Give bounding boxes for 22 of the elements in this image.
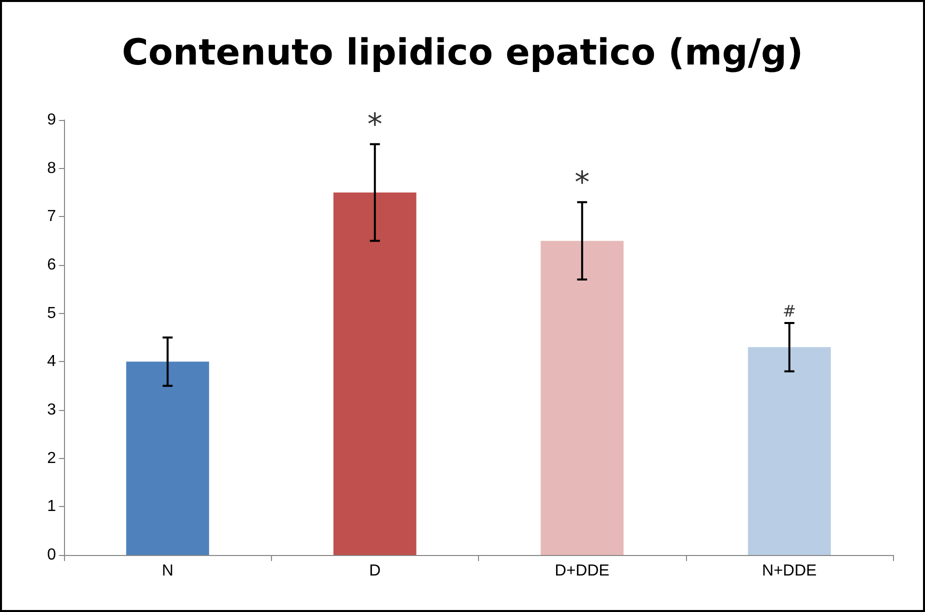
x-tick-label: D [369,562,381,580]
x-tick-label: N+DDE [762,562,817,580]
y-tick-label: 5 [47,304,56,322]
y-tick-label: 6 [47,256,56,274]
bar [748,347,831,555]
y-tick-label: 9 [47,112,56,128]
annotation: # [782,302,796,320]
y-tick-label: 2 [47,450,56,467]
y-tick-label: 8 [47,160,56,177]
annotation: * [367,108,382,143]
y-tick-label: 7 [47,208,56,226]
bar [126,362,210,555]
y-tick-label: 1 [47,498,56,516]
y-tick-label: 4 [47,353,56,370]
x-tick-label: N [162,562,174,580]
chart-title: Contenuto lipidico epatico (mg/g) [122,32,804,74]
y-tick-label: 3 [47,402,56,418]
annotation: * [574,166,590,201]
bar [333,192,416,555]
x-tick-label: D+DDE [554,562,610,580]
y-tick-label: 0 [47,546,56,564]
bar [540,240,624,555]
